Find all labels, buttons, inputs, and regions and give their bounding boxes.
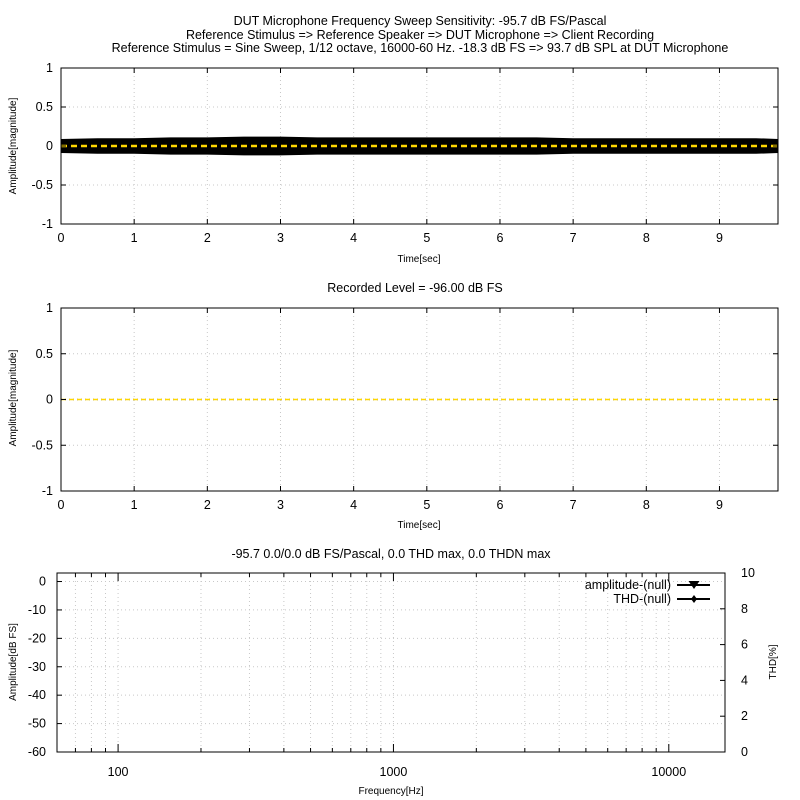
- panel3-y2-ticks: 10 8 6 4 2 0: [720, 566, 755, 759]
- x-tick-label: 4: [350, 498, 357, 512]
- y2-tick-label: 10: [741, 566, 755, 580]
- panel1-x-ticks: 0 1 2 3 4 5 6 7 8 9: [58, 68, 723, 245]
- frequency-response-panel: -95.7 0.0/0.0 dB FS/Pascal, 0.0 THD max,…: [8, 547, 779, 797]
- x-tick-label: 9: [716, 231, 723, 245]
- y-tick-label: 0: [46, 393, 53, 407]
- y-tick-label: -20: [28, 631, 46, 645]
- legend-label-thd: THD-(null): [613, 592, 671, 606]
- legend-marker-amplitude: [688, 581, 700, 589]
- y2-tick-label: 4: [741, 673, 748, 687]
- y-tick-label: -0.5: [31, 178, 53, 192]
- panel1-marks: [61, 136, 778, 156]
- y-tick-label: 1: [46, 301, 53, 315]
- panel1-x-axis-label: Time[sec]: [398, 254, 441, 265]
- y-tick-label: -1: [42, 484, 53, 498]
- y-tick-label: -40: [28, 688, 46, 702]
- figure-title-line-1: DUT Microphone Frequency Sweep Sensitivi…: [234, 14, 607, 28]
- x-tick-label: 7: [570, 498, 577, 512]
- x-tick-label: 5: [423, 231, 430, 245]
- panel1-y-ticks: 1 0.5 0 -0.5 -1: [31, 61, 778, 231]
- x-tick-label: 3: [277, 498, 284, 512]
- y2-tick-label: 0: [741, 745, 748, 759]
- panel3-title: -95.7 0.0/0.0 dB FS/Pascal, 0.0 THD max,…: [231, 547, 551, 561]
- x-tick-label: 8: [643, 231, 650, 245]
- x-tick-label: 1: [131, 498, 138, 512]
- legend-marker-thd: [691, 595, 697, 603]
- y-tick-label: 0.5: [36, 100, 53, 114]
- x-tick-label: 6: [497, 231, 504, 245]
- panel1-y-axis-label: Amplitude[magnitude]: [8, 97, 19, 194]
- x-tick-label: 1: [131, 231, 138, 245]
- x-tick-label: 6: [497, 498, 504, 512]
- stimulus-waveform-panel: 0 1 2 3 4 5 6 7 8 9 1 0.5 0 -0.5 -1 Time[sec] Amplitu…: [8, 61, 779, 265]
- x-tick-label: 3: [277, 231, 284, 245]
- y2-tick-label: 8: [741, 602, 748, 616]
- panel3-legend: amplitude-(null) THD-(null): [585, 578, 710, 606]
- y-tick-label: 0: [46, 139, 53, 153]
- panel3-plot-frame: [56, 572, 726, 753]
- x-tick-label: 0: [58, 231, 65, 245]
- y-tick-label: -1: [42, 217, 53, 231]
- waveform-envelope: [61, 136, 778, 156]
- panel3-y-axis-label: Amplitude[dB FS]: [8, 623, 19, 701]
- legend-label-amplitude: amplitude-(null): [585, 578, 671, 592]
- y-tick-label: 0: [39, 575, 46, 589]
- x-tick-label: 4: [350, 231, 357, 245]
- panel2-x-ticks: 0 1 2 3 4 5 6 7 8 9: [58, 308, 723, 512]
- panel3-y-ticks: 0 -10 -20 -30 -40 -50 -60: [28, 575, 62, 759]
- x-tick-label: 1000: [380, 765, 408, 779]
- x-tick-label: 2: [204, 498, 211, 512]
- x-tick-label: 0: [58, 498, 65, 512]
- y-tick-label: -30: [28, 660, 46, 674]
- panel2-y-axis-label: Amplitude[magnitude]: [8, 349, 19, 446]
- y-tick-label: -60: [28, 745, 46, 759]
- panel3-x-ticks: 100 1000 10000: [56, 573, 686, 779]
- x-tick-label: 7: [570, 231, 577, 245]
- panel2-grid: [61, 308, 778, 491]
- y-tick-label: 1: [46, 61, 53, 75]
- recorded-waveform-panel: Recorded Level = -96.00 dB FS 0 1 2 3 4 5 6 7 8 9…: [8, 281, 779, 531]
- panel2-y-ticks: 1 0.5 0 -0.5 -1: [31, 301, 778, 498]
- figure-title-line-3: Reference Stimulus = Sine Sweep, 1/12 oc…: [112, 41, 729, 55]
- x-tick-label: 9: [716, 498, 723, 512]
- panel2-title: Recorded Level = -96.00 dB FS: [327, 281, 502, 295]
- panel3-x-axis-label: Frequency[Hz]: [358, 786, 423, 797]
- figure-title-line-2: Reference Stimulus => Reference Speaker …: [186, 28, 654, 42]
- y-tick-label: -10: [28, 603, 46, 617]
- x-tick-label: 100: [108, 765, 129, 779]
- x-tick-label: 2: [204, 231, 211, 245]
- y-tick-label: -0.5: [31, 438, 53, 452]
- panel2-x-axis-label: Time[sec]: [398, 520, 441, 531]
- y2-tick-label: 2: [741, 709, 748, 723]
- x-tick-label: 8: [643, 498, 650, 512]
- y-tick-label: -50: [28, 717, 46, 731]
- x-tick-label: 5: [423, 498, 430, 512]
- panel3-grid: [56, 573, 725, 752]
- y-tick-label: 0.5: [36, 347, 53, 361]
- y2-tick-label: 6: [741, 638, 748, 652]
- x-tick-label: 10000: [651, 765, 686, 779]
- panel3-y2-axis-label: THD[%]: [768, 644, 779, 679]
